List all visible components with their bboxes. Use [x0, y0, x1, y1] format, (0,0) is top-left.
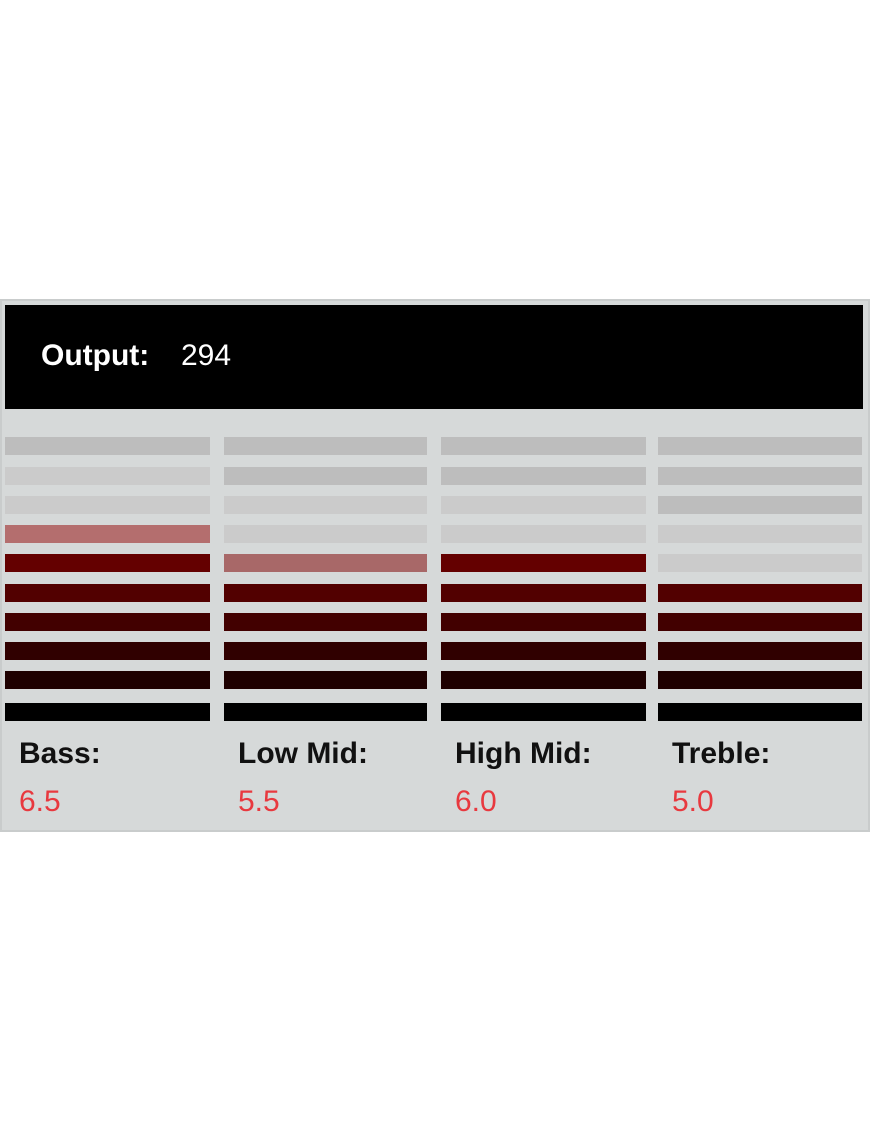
band-name: Bass: — [19, 737, 101, 770]
level-bar — [5, 496, 210, 514]
level-bar — [5, 437, 210, 455]
level-bar — [658, 613, 862, 631]
level-bar — [224, 584, 427, 602]
level-bar — [5, 642, 210, 660]
level-bar — [658, 642, 862, 660]
level-bar — [658, 671, 862, 689]
level-bar — [441, 496, 646, 514]
band-value: 6.0 — [455, 785, 497, 818]
level-bar — [441, 671, 646, 689]
level-bar — [441, 613, 646, 631]
level-bar — [224, 554, 427, 572]
band-name: Treble: — [672, 737, 771, 770]
level-bar — [441, 467, 646, 485]
band-value: 6.5 — [19, 785, 61, 818]
band-name: High Mid: — [455, 737, 592, 770]
level-bar — [224, 437, 427, 455]
level-bar — [658, 554, 862, 572]
level-bar — [5, 525, 210, 543]
level-bar — [224, 703, 427, 721]
level-bar — [441, 525, 646, 543]
level-bar — [224, 642, 427, 660]
level-bar — [441, 584, 646, 602]
level-bar — [441, 554, 646, 572]
band-name: Low Mid: — [238, 737, 368, 770]
level-bar — [224, 496, 427, 514]
level-bar — [5, 467, 210, 485]
level-bar — [658, 525, 862, 543]
level-bar — [441, 703, 646, 721]
output-label: Output: — [41, 339, 150, 372]
band-value: 5.5 — [238, 785, 280, 818]
level-bar — [224, 671, 427, 689]
level-bar — [5, 554, 210, 572]
level-bar — [5, 703, 210, 721]
level-bar — [5, 671, 210, 689]
level-bar — [5, 613, 210, 631]
level-bar — [441, 642, 646, 660]
level-bar — [224, 467, 427, 485]
equalizer-panel: Output: 294 Bass: 6.5 Low Mid: 5.5 High Mid:… — [0, 299, 870, 832]
level-bar — [658, 496, 862, 514]
output-value: 294 — [181, 339, 232, 372]
level-bar — [441, 437, 646, 455]
level-bar — [658, 584, 862, 602]
output-header: Output: 294 — [5, 305, 863, 409]
level-bar — [224, 525, 427, 543]
band-value: 5.0 — [672, 785, 714, 818]
level-bar — [658, 703, 862, 721]
level-bar — [658, 467, 862, 485]
level-bar — [5, 584, 210, 602]
level-bar — [224, 613, 427, 631]
level-bar — [658, 437, 862, 455]
